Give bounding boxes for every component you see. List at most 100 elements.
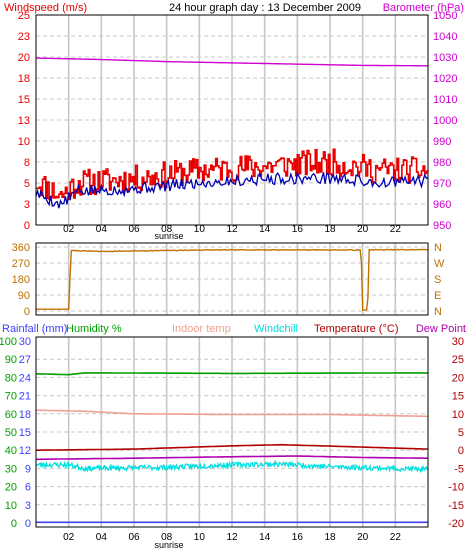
- legend-indoor-temp: Indoor temp: [172, 323, 231, 335]
- panel2-grid: [36, 243, 428, 315]
- windspeed-tick-label: 20: [18, 52, 30, 64]
- x-tick-label: 02: [63, 224, 75, 235]
- humidity-tick-label: 40: [5, 445, 17, 457]
- rainfall-tick-label: 30: [19, 336, 31, 348]
- windspeed-tick-label: 3: [24, 199, 30, 211]
- rainfall-tick-label: 0: [25, 518, 31, 530]
- humidity-tick-label: 100: [0, 336, 17, 348]
- windchill-line: [35, 459, 429, 474]
- windspeed-tick-label: 0: [24, 220, 30, 232]
- barometer-tick-label: 1000: [433, 115, 457, 127]
- panel1-series: [35, 57, 429, 209]
- barometer-tick-label: 970: [433, 178, 451, 190]
- direction-tick-label: 360: [12, 242, 30, 254]
- humidity-tick-label: 30: [5, 463, 17, 475]
- panel1-x-tick-labels: 02 04 06 08 10 12 14 16 18 20 22: [63, 224, 401, 235]
- direction-tick-label: 180: [12, 274, 30, 286]
- compass-tick-label: W: [434, 258, 445, 270]
- x-tick-label: 20: [357, 224, 369, 235]
- x-tick-label: 14: [259, 224, 271, 235]
- barometer-tick-label: 1050: [433, 10, 457, 22]
- windspeed-tick-label: 23: [18, 31, 30, 43]
- x-tick-label: 20: [357, 532, 369, 543]
- windspeed-tick-label: 25: [18, 10, 30, 22]
- x-tick-label: 08: [161, 224, 173, 235]
- x-tick-label: 14: [259, 532, 271, 543]
- average-wind-line: [35, 170, 429, 209]
- windspeed-tick-label: 5: [24, 178, 30, 190]
- temperature-tick-label: -20: [448, 518, 464, 530]
- direction-tick-label: 270: [12, 258, 30, 270]
- temperature-tick-label: 30: [452, 336, 464, 348]
- x-tick-label: 06: [128, 224, 140, 235]
- x-tick-label: 06: [128, 532, 140, 543]
- temperature-tick-label: -5: [454, 463, 464, 475]
- compass-tick-label: E: [434, 290, 441, 302]
- x-tick-label: 04: [96, 224, 108, 235]
- direction-tick-label: 0: [24, 306, 30, 318]
- humidity-line: [35, 372, 428, 376]
- x-tick-label: 16: [292, 532, 304, 543]
- humidity-tick-label: 70: [5, 391, 17, 403]
- barometer-tick-label: 1010: [433, 94, 457, 106]
- legend-temperature: Temperature (°C): [314, 323, 398, 335]
- rainfall-tick-label: 9: [25, 463, 31, 475]
- temperature-tick-label: 20: [452, 372, 464, 384]
- humidity-tick-label: 10: [5, 500, 17, 512]
- legend-humidity: Humidity %: [66, 323, 122, 335]
- panel3-series: [35, 372, 429, 524]
- barometer-tick-label: 990: [433, 136, 451, 148]
- dewpoint-line: [36, 455, 428, 461]
- compass-tick-label: S: [434, 274, 441, 286]
- rainfall-tick-label: 18: [19, 409, 31, 421]
- x-tick-label: 12: [226, 532, 238, 543]
- panel3-grid: [36, 337, 428, 527]
- rainfall-tick-label: 21: [19, 391, 31, 403]
- panel3-x-tick-labels: 02 04 06 08 10 12 14 16 18 20 22: [63, 532, 401, 543]
- sunrise-marker-label-1: sunrise: [154, 231, 183, 241]
- x-tick-label: 12: [226, 224, 238, 235]
- barometer-tick-label: 980: [433, 157, 451, 169]
- humidity-tick-label: 50: [5, 427, 17, 439]
- legend-dew-point: Dew Point: [416, 323, 466, 335]
- rainfall-tick-label: 27: [19, 354, 31, 366]
- rainfall-tick-label: 15: [19, 427, 31, 439]
- windspeed-tick-label: 13: [18, 115, 30, 127]
- x-tick-label: 22: [390, 224, 402, 235]
- barometer-tick-label: 1040: [433, 31, 457, 43]
- compass-tick-label: N: [434, 242, 442, 254]
- barometer-tick-label: 960: [433, 199, 451, 211]
- panel2-series: [36, 248, 429, 311]
- legend-windchill: Windchill: [254, 323, 298, 335]
- humidity-tick-label: 60: [5, 409, 17, 421]
- barometer-tick-label: 950: [433, 220, 451, 232]
- x-tick-label: 04: [96, 532, 108, 543]
- temperature-tick-label: 5: [458, 427, 464, 439]
- temperature-tick-label: 15: [452, 391, 464, 403]
- barometer-line: [35, 57, 429, 67]
- temperature-line: [36, 443, 429, 452]
- x-tick-label: 10: [194, 224, 206, 235]
- windspeed-line: [36, 148, 429, 201]
- legend-rainfall: Rainfall (mm): [2, 323, 67, 335]
- sunrise-marker-label-3: sunrise: [154, 540, 183, 550]
- barometer-tick-label: 1030: [433, 52, 457, 64]
- rainfall-tick-label: 12: [19, 445, 31, 457]
- panel2-frame: [35, 242, 429, 316]
- windspeed-tick-label: 15: [18, 94, 30, 106]
- x-tick-label: 18: [324, 532, 336, 543]
- x-tick-label: 18: [324, 224, 336, 235]
- windspeed-tick-label: 18: [18, 73, 30, 85]
- chart-title: 24 hour graph day : 13 December 2009: [169, 2, 361, 14]
- direction-tick-label: 90: [18, 290, 30, 302]
- panel3-frame: [35, 336, 429, 528]
- x-tick-label: 08: [161, 532, 173, 543]
- barometer-axis-title: Barometer (hPa): [383, 2, 464, 14]
- rainfall-tick-label: 6: [25, 482, 31, 494]
- temperature-tick-label: 0: [458, 445, 464, 457]
- rainfall-tick-label: 24: [19, 372, 31, 384]
- compass-tick-label: N: [434, 306, 442, 318]
- windspeed-tick-label: 10: [18, 136, 30, 148]
